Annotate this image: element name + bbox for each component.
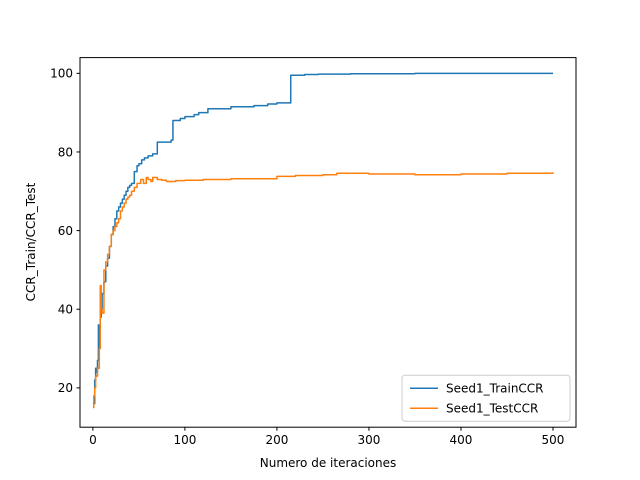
axes-frame bbox=[79, 57, 577, 428]
x-tick-label: 100 bbox=[173, 433, 196, 447]
x-axis: 0 100 200 300 400 500 bbox=[89, 427, 564, 447]
x-tick-label: 500 bbox=[542, 433, 565, 447]
x-tick-label: 300 bbox=[357, 433, 380, 447]
y-tick-label: 100 bbox=[50, 67, 73, 81]
x-tick-label: 0 bbox=[89, 433, 97, 447]
x-axis-label: Numero de iteraciones bbox=[260, 456, 397, 470]
y-tick-label: 80 bbox=[58, 145, 73, 159]
y-axis: 20 40 60 80 100 bbox=[50, 67, 80, 395]
plot-lines bbox=[92, 72, 554, 409]
y-tick-label: 20 bbox=[58, 381, 73, 395]
legend-entry-label: Seed1_TestCCR bbox=[446, 402, 538, 416]
y-tick-label: 60 bbox=[58, 224, 73, 238]
legend-entry-label: Seed1_TrainCCR bbox=[446, 382, 544, 396]
series-line-seed1-trainccr bbox=[92, 72, 553, 405]
x-tick-label: 400 bbox=[450, 433, 473, 447]
y-tick-label: 40 bbox=[58, 303, 73, 317]
y-axis-label: CCR_Train/CCR_Test bbox=[24, 182, 38, 301]
legend-box bbox=[401, 374, 571, 422]
x-tick-label: 200 bbox=[265, 433, 288, 447]
series-line-seed1-testccr bbox=[92, 172, 554, 409]
legend: Seed1_TrainCCR Seed1_TestCCR bbox=[401, 374, 571, 422]
